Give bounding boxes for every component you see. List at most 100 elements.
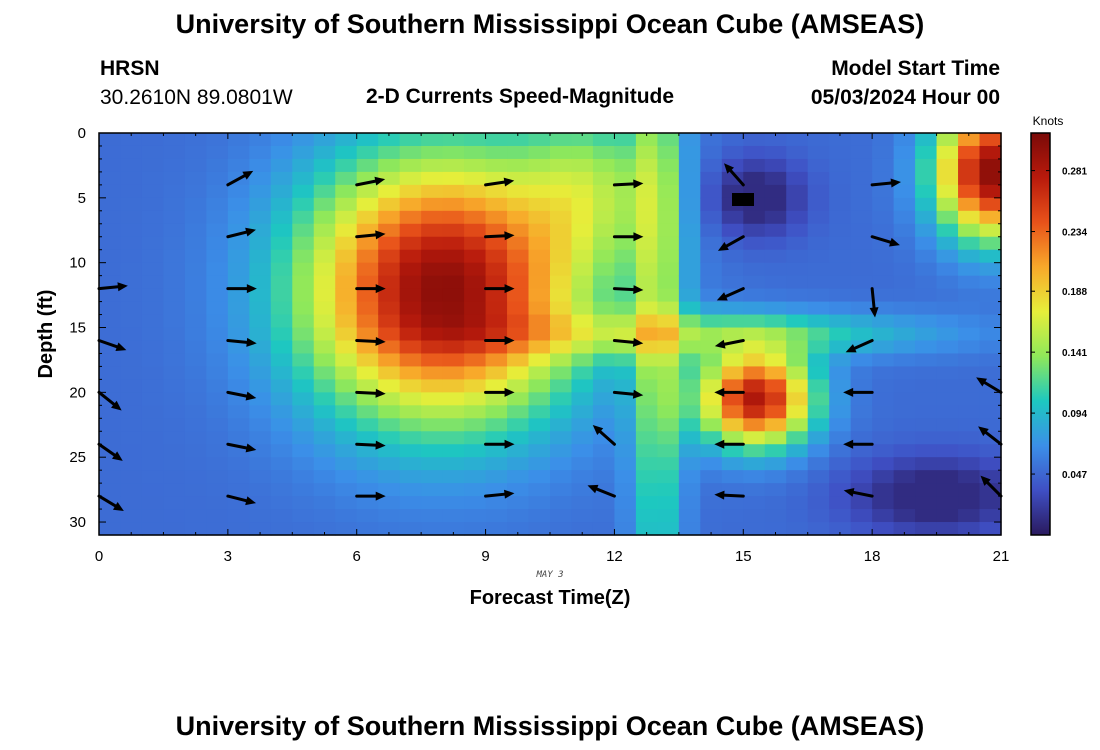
heatmap-cell <box>721 379 744 393</box>
heatmap-cell <box>550 327 573 342</box>
heatmap-cell <box>184 392 207 406</box>
heatmap-cell <box>958 236 981 251</box>
heatmap-cell <box>786 275 809 290</box>
heatmap-cell <box>550 301 573 316</box>
heatmap-cell <box>421 483 444 497</box>
heatmap-cell <box>227 158 250 173</box>
heatmap-cell <box>120 301 143 316</box>
heatmap-cell <box>442 145 465 160</box>
speed-heatmap <box>99 133 1002 536</box>
heatmap-cell <box>292 210 315 225</box>
heatmap-cell <box>356 145 379 160</box>
heatmap-cell <box>399 353 422 368</box>
heatmap-cell <box>528 392 551 406</box>
heatmap-cell <box>893 522 916 536</box>
heatmap-cell <box>507 314 530 329</box>
heatmap-cell <box>550 197 573 212</box>
heatmap-cell <box>614 184 637 199</box>
heatmap-cell <box>528 133 551 147</box>
heatmap-cell <box>764 184 787 199</box>
heatmap-cell <box>356 314 379 329</box>
heatmap-cell <box>292 470 315 484</box>
heatmap-cell <box>550 340 573 355</box>
heatmap-cell <box>571 353 594 368</box>
heatmap-cell <box>571 158 594 173</box>
heatmap-cell <box>893 509 916 523</box>
heatmap-cell <box>528 262 551 277</box>
heatmap-cell <box>721 353 744 368</box>
heatmap-cell <box>507 496 530 510</box>
heatmap-cell <box>399 171 422 186</box>
heatmap-cell <box>99 314 122 329</box>
heatmap-cell <box>850 496 873 510</box>
heatmap-cell <box>163 275 186 290</box>
heatmap-cell <box>700 327 723 342</box>
heatmap-cell <box>743 275 766 290</box>
heatmap-cell <box>141 470 165 484</box>
heatmap-cell <box>979 236 1002 251</box>
heatmap-cell <box>936 314 959 329</box>
heatmap-cell <box>292 496 315 510</box>
heatmap-cell <box>829 483 852 497</box>
heatmap-cell <box>550 509 573 523</box>
heatmap-cell <box>141 314 165 329</box>
heatmap-cell <box>678 145 701 160</box>
heatmap-cell <box>249 275 272 290</box>
heatmap-cell <box>678 522 701 536</box>
heatmap-cell <box>743 522 766 536</box>
heatmap-cell <box>141 236 165 251</box>
heatmap-cell <box>807 483 830 497</box>
heatmap-cell <box>764 262 787 277</box>
heatmap-cell <box>206 470 229 484</box>
heatmap-cell <box>356 262 379 277</box>
heatmap-cell <box>850 301 873 316</box>
heatmap-cell <box>249 145 272 160</box>
heatmap-cell <box>872 288 895 303</box>
heatmap-cell <box>614 223 637 238</box>
heatmap-cell <box>141 431 165 445</box>
heatmap-cell <box>700 457 723 471</box>
heatmap-cell <box>979 353 1002 368</box>
heatmap-cell <box>915 353 938 368</box>
heatmap-cell <box>227 314 250 329</box>
heatmap-cell <box>550 496 573 510</box>
heatmap-cell <box>163 444 186 458</box>
heatmap-cell <box>743 392 766 406</box>
heatmap-cell <box>979 522 1002 536</box>
heatmap-cell <box>206 301 229 316</box>
heatmap-cell <box>850 366 873 380</box>
heatmap-cell <box>378 314 401 329</box>
heatmap-cell <box>872 301 895 316</box>
heatmap-cell <box>571 249 594 264</box>
heatmap-cell <box>657 340 680 355</box>
current-arrow <box>97 338 127 352</box>
current-arrow <box>612 232 644 242</box>
heatmap-cell <box>592 405 616 419</box>
current-arrow <box>869 287 879 318</box>
heatmap-cell <box>550 431 573 445</box>
heatmap-cell <box>356 405 379 419</box>
heatmap-cell <box>764 171 787 186</box>
heatmap-cell <box>958 327 981 342</box>
heatmap-cell <box>442 496 465 510</box>
heatmap-cell <box>979 509 1002 523</box>
heatmap-cell <box>163 496 186 510</box>
heatmap-cell <box>206 444 229 458</box>
heatmap-cell <box>721 431 744 445</box>
heatmap-cell <box>872 223 895 238</box>
heatmap-cell <box>893 223 916 238</box>
heatmap-cell <box>120 366 143 380</box>
heatmap-cell <box>657 262 680 277</box>
heatmap-cell <box>528 184 551 199</box>
heatmap-cell <box>442 171 465 186</box>
heatmap-cell <box>807 496 830 510</box>
heatmap-cell <box>442 444 465 458</box>
heatmap-cell <box>399 392 422 406</box>
heatmap-cell <box>528 457 551 471</box>
heatmap-cell <box>335 184 358 199</box>
heatmap-cell <box>786 366 809 380</box>
current-vectors <box>97 163 1003 512</box>
heatmap-cell <box>743 444 766 458</box>
heatmap-cell <box>872 496 895 510</box>
heatmap-cell <box>399 522 422 536</box>
